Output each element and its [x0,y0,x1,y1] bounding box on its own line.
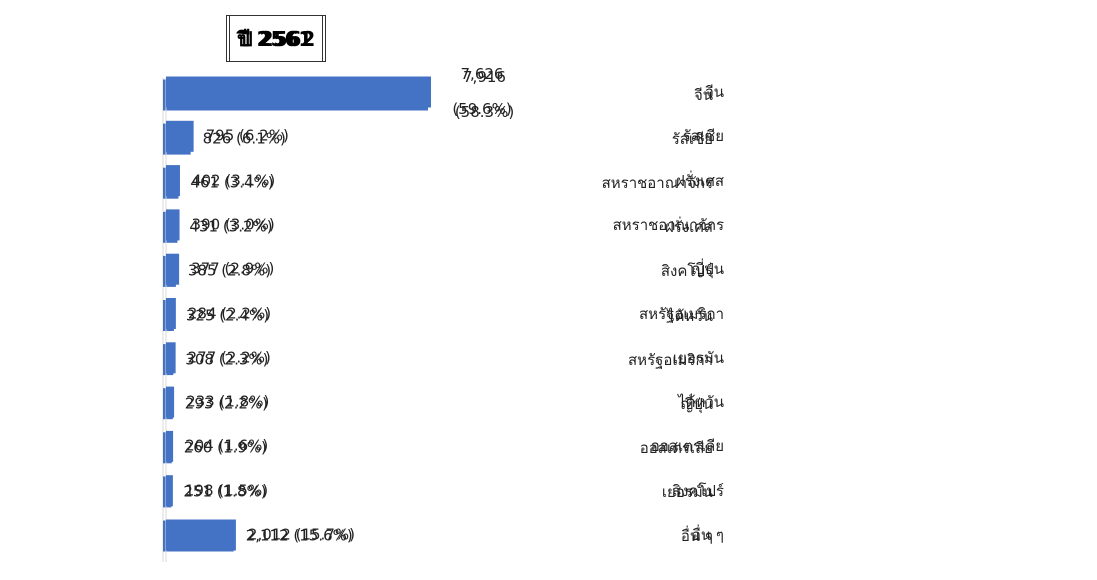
value-label: 2,112 (15.6%) [245,526,353,545]
value-label: 7,916 (58.3%) [454,68,515,121]
value-label: 251 (1.8%) [183,482,267,501]
value-label: 198 (1.5%) [184,481,269,500]
category-label: จีน [704,83,724,101]
category-label: เยอรมัน [672,348,724,367]
category-label: ฝรั่งเศส [676,171,724,190]
value-label: 377 (2.9%) [191,259,275,278]
category-label: รัสเซีย [682,127,724,146]
category-label: รัสเซีย [671,130,713,149]
category-label: ออสเตรเลีย [639,438,713,457]
plot [165,76,431,562]
bar [166,209,180,241]
category-label: ญี่ปุ่น [691,260,724,279]
bar [166,298,176,329]
category-label: สหราชอาณาจักร [601,174,713,193]
category-label: สิงคโปร์ [671,481,724,500]
bar [166,165,180,197]
category-label: จีน [693,86,713,104]
value-label: 260 (1.9%) [183,438,267,457]
category-label: ออสเตรเลีย [650,437,724,456]
value-label: 7,626 (59.6%) [452,65,512,118]
category-label: ไต้หวัน [678,393,724,412]
category-label: ญี่ปุ่น [680,394,713,413]
value-label: 204 (1.6%) [185,436,269,455]
category-label: อื่น ๆ [680,527,713,545]
bar [166,120,194,152]
value-label: 233 (1.8%) [186,392,270,411]
category-label: ไต้หวัน [667,306,713,325]
bar [166,475,173,507]
value-label: 431 (3.2%) [189,217,273,236]
value-label: 277 (2.2%) [187,348,271,367]
bar [166,76,431,108]
value-label: 402 (3.1%) [191,171,276,190]
category-label: สหราชอาณาจักร [612,215,724,234]
value-label: 2,012 (15.7%) [247,525,355,544]
category-label: สหรัฐอเมริกา [628,350,713,369]
category-label: เยอรมัน [661,482,713,501]
category-label: ฝรั่งเศส [665,218,713,237]
bar [166,253,180,285]
value-label: 325 (2.4%) [185,306,270,324]
category-label: สิงคโปร์ [660,262,713,281]
value-label: 308 (2.3%) [185,350,269,369]
value-label: 293 (2.2%) [184,394,269,413]
bar [166,430,174,462]
value-label: 795 (6.2%) [205,126,289,145]
category-label: อื่น ๆ [691,526,724,544]
value-label: 385 (2.8%) [187,261,272,280]
bar [166,386,175,418]
bar [166,342,176,374]
category-label: สหรัฐอเมริกา [639,304,724,323]
value-label: 826 (6.1%) [202,129,286,148]
value-label: 461 (3.4%) [190,173,274,192]
value-label: 284 (2.2%) [187,304,272,322]
chart-title: ปี 2562 [229,15,327,62]
value-label: 390 (3.0%) [191,215,275,234]
bar [166,519,236,551]
